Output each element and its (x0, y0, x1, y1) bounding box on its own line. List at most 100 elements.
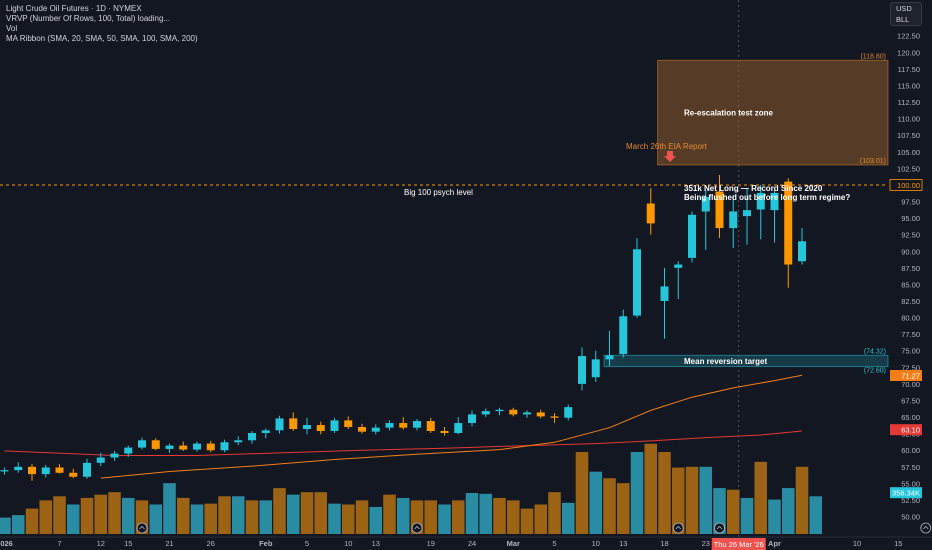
volume-bar (781, 488, 795, 534)
x-tick-label: 15 (124, 539, 132, 548)
candle-body (371, 427, 380, 432)
candle (633, 237, 641, 318)
x-tick-label: 15 (894, 539, 902, 548)
candle (165, 443, 174, 453)
volume-bar (630, 452, 644, 534)
candle (330, 417, 339, 433)
candle (206, 440, 215, 453)
zone-high-mean-reversion: (74.32) (864, 348, 886, 355)
candle (261, 428, 270, 439)
price-tag-text: 356.34K (892, 489, 920, 498)
x-tick-label: 7 (57, 539, 61, 548)
volume-bar (616, 483, 630, 534)
volume-bar (314, 492, 328, 534)
y-tick-label: 52.50 (901, 496, 920, 505)
candle (481, 408, 490, 418)
axes-layer: 50.0052.5055.0057.5060.0062.5065.0067.50… (0, 32, 932, 550)
volume-bar (245, 500, 259, 534)
candle (715, 174, 724, 238)
candle (220, 439, 229, 453)
candle-body (440, 430, 449, 433)
candle (69, 468, 78, 479)
volume-bar (355, 500, 369, 534)
volume-bar (754, 461, 768, 534)
event-icon (714, 522, 725, 534)
y-tick-label: 112.50 (898, 98, 920, 107)
candle (591, 350, 600, 382)
y-tick-label: 77.50 (901, 330, 920, 339)
annotation-flushed-out: Being flushed out before long term regim… (684, 193, 850, 202)
volume-bar (369, 506, 383, 534)
volume-bar (396, 497, 410, 534)
volume-bar (286, 494, 300, 534)
volume-bar (273, 488, 286, 534)
candle (14, 462, 23, 473)
candle (619, 309, 628, 358)
x-tick-label: 26 (207, 539, 215, 548)
y-tick-label: 105.00 (897, 148, 920, 157)
candle-body (578, 356, 586, 384)
x-tick-label: 2026 (0, 539, 13, 548)
down-arrow-icon (664, 151, 676, 162)
volume-bar (39, 500, 53, 534)
candle (743, 188, 751, 245)
candle (358, 423, 366, 434)
volume-bar (795, 466, 809, 534)
legend-title[interactable]: Light Crude Oil Futures · 1D · NYMEX (6, 4, 142, 13)
volume-bar (685, 466, 699, 534)
candle-body (660, 286, 669, 302)
x-tick-label: 21 (165, 539, 173, 548)
y-tick-label: 50.00 (901, 513, 920, 522)
candle-body (674, 264, 683, 268)
legend-ma-ribbon[interactable]: MA Ribbon (SMA, 20, SMA, 50, SMA, 100, S… (6, 34, 198, 43)
ma50-line (4, 430, 803, 456)
zone-mean-reversion (603, 354, 889, 368)
volume-bar (231, 496, 245, 534)
x-tick-label: 5 (305, 539, 309, 548)
volume-bar (438, 504, 451, 534)
x-tick-label: 10 (592, 539, 600, 548)
volume-bar (479, 493, 493, 534)
annotation-net-long: 351k Net Long — Record Since 2020 (684, 184, 823, 193)
x-tick-label: 5 (552, 539, 556, 548)
volume-bar (658, 452, 671, 534)
event-icon (672, 522, 684, 534)
candle (798, 228, 806, 265)
volume-bar (548, 492, 561, 534)
zone-low-mean-reversion: (72.60) (864, 368, 886, 375)
candle-body (179, 445, 188, 450)
y-tick-label: 80.00 (901, 314, 920, 323)
y-tick-label: 65.00 (901, 413, 920, 422)
legend-vrvp[interactable]: VRVP (Number Of Rows, 100, Total) loadin… (6, 14, 171, 23)
candle (468, 410, 476, 427)
event-circle (136, 522, 148, 534)
volume-bar (66, 504, 80, 534)
zones-layer (603, 59, 889, 368)
candle-body (41, 467, 50, 475)
candle (413, 419, 421, 431)
candle-body (454, 423, 463, 433)
chart-legend: Light Crude Oil Futures · 1D · NYMEX VRV… (6, 4, 198, 44)
event-circle (920, 522, 932, 534)
currency-unit-selector[interactable]: USD BLL (890, 2, 922, 26)
candle-body (743, 210, 751, 217)
candle (564, 404, 573, 421)
event-circle (714, 522, 725, 534)
candle-body (275, 418, 284, 431)
candle-body (261, 430, 270, 433)
volume-bar (53, 496, 66, 534)
candle-body (14, 466, 23, 471)
volume-bar (493, 497, 506, 534)
legend-vol[interactable]: Vol (6, 24, 18, 33)
candle (55, 464, 64, 474)
annotations-layer: Re-escalation test zone (118.80) (103.01) M… (404, 53, 886, 374)
candle-body (69, 472, 78, 477)
candle (660, 267, 669, 339)
ma20-line (100, 374, 803, 479)
candle (289, 412, 298, 431)
candle (151, 438, 160, 451)
candle-body (28, 466, 36, 475)
candle (124, 445, 133, 457)
volume-bar (768, 499, 781, 534)
